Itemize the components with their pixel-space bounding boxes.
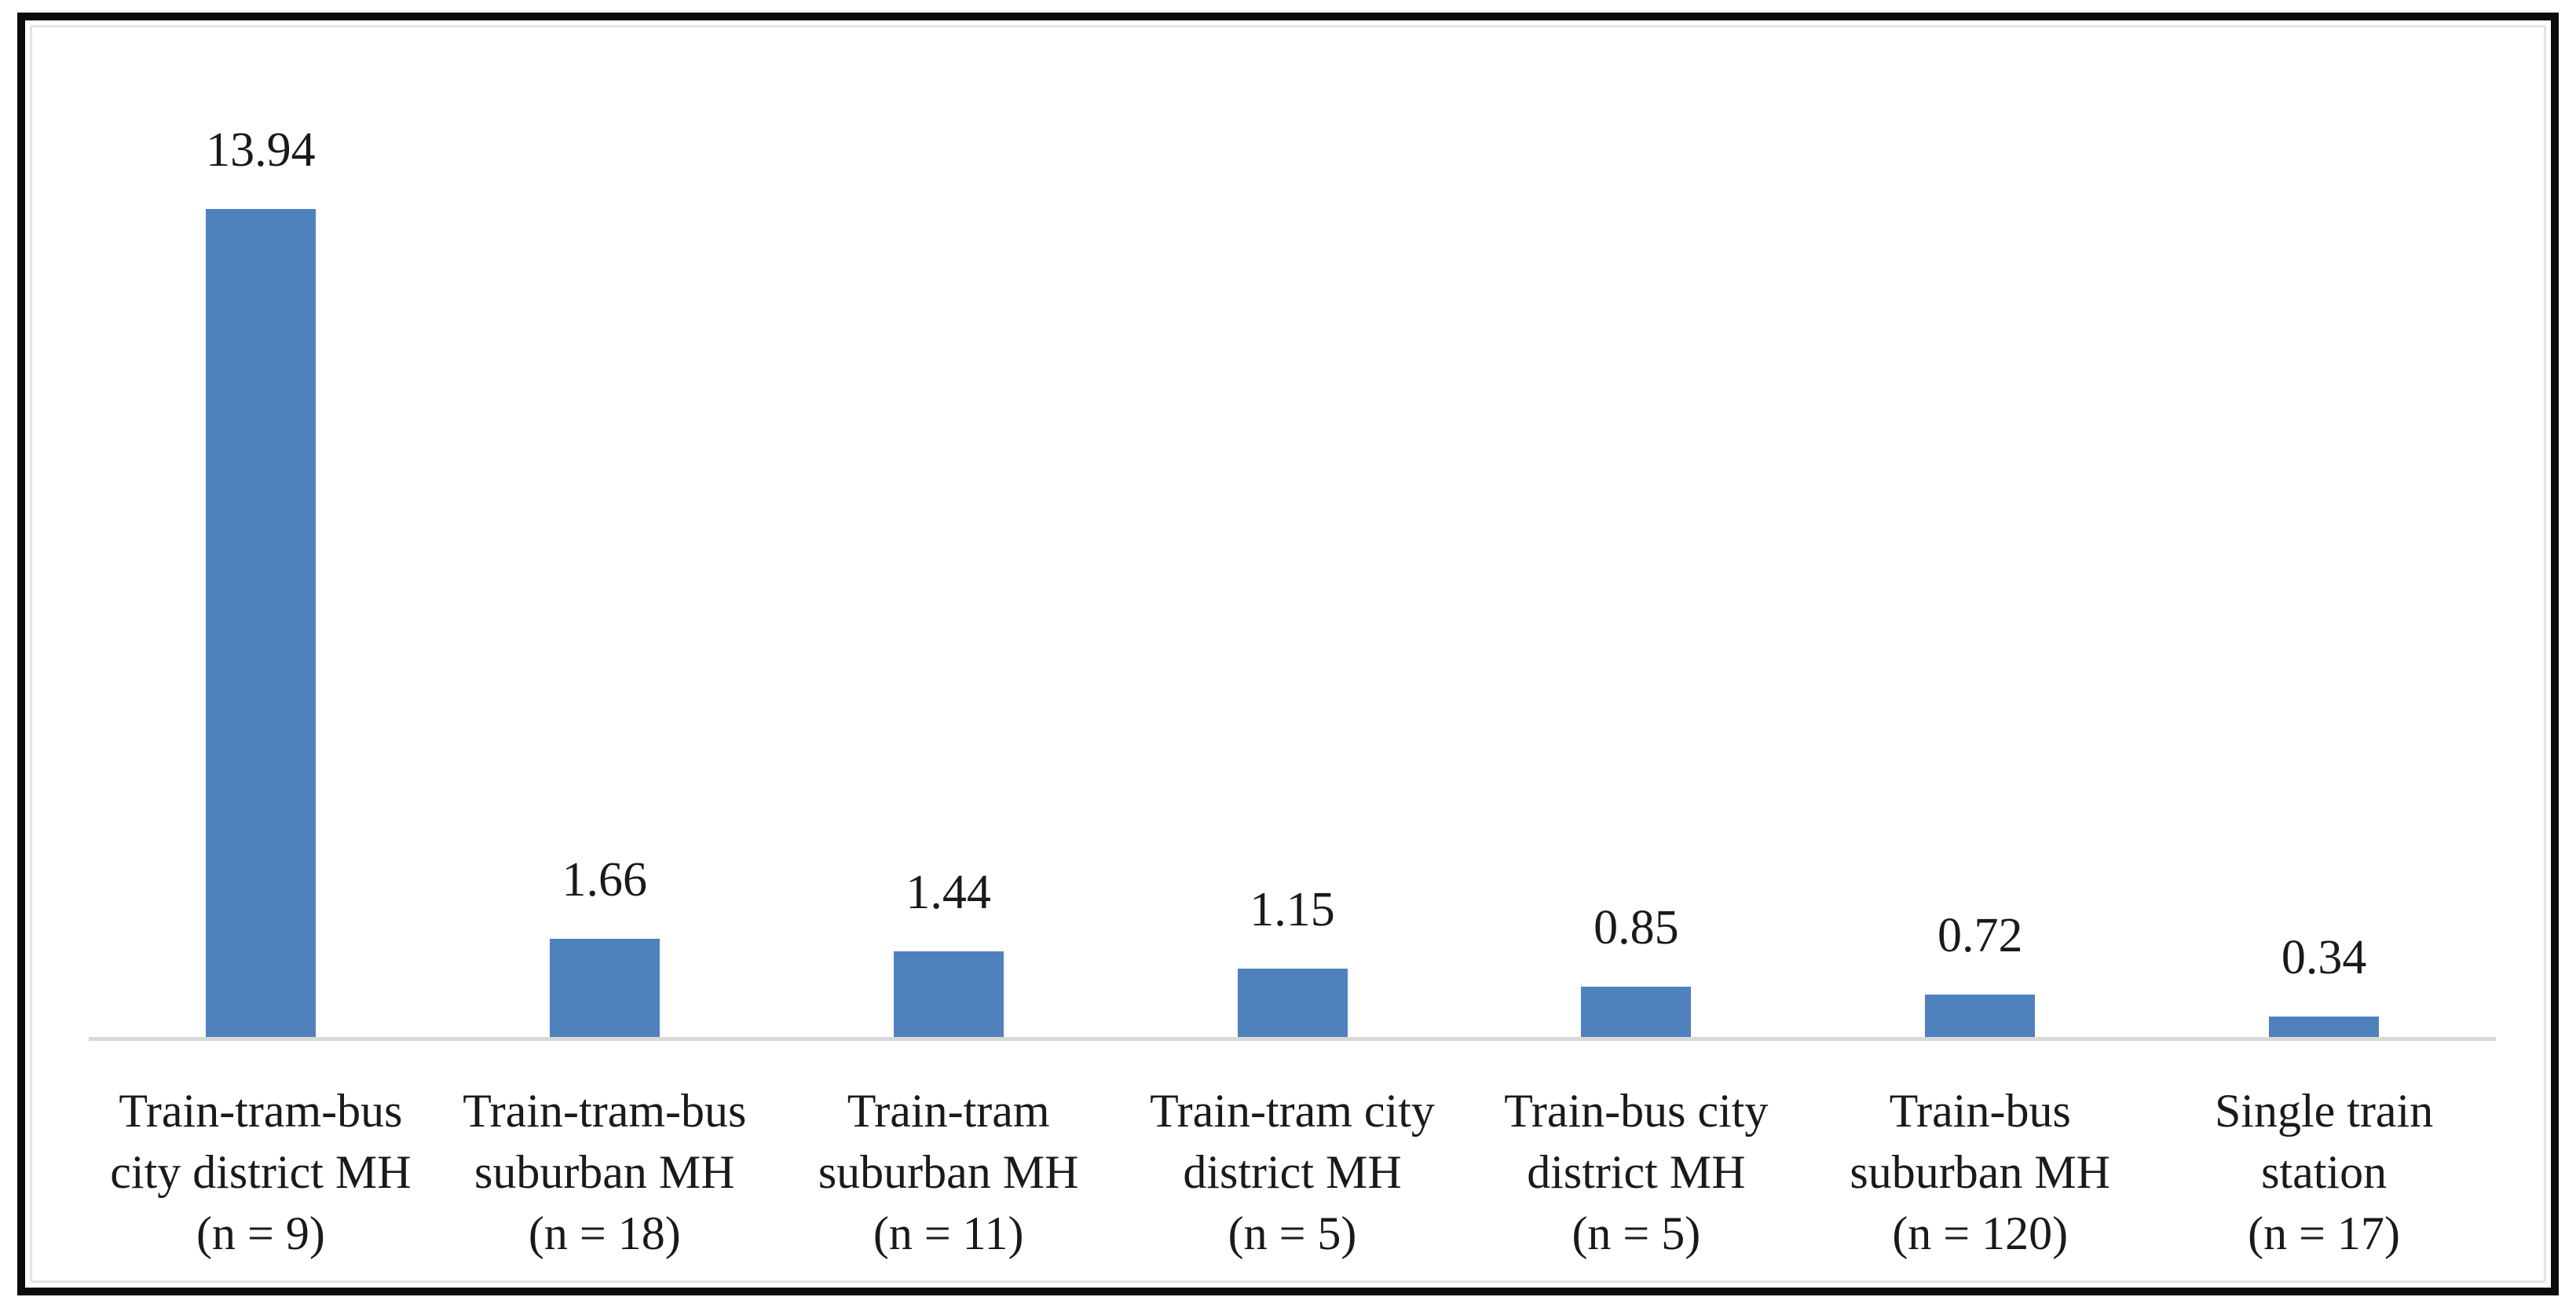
plot-area: 13.94 1.66 1.44 1.15 0.85 0.72 0.34	[89, 27, 2496, 1037]
bar-column: 1.44	[777, 27, 1121, 1037]
bar-column: 1.66	[433, 27, 777, 1037]
category-label: Train-tram-bus city district MH (n = 9)	[110, 1085, 412, 1259]
bar-column: 0.72	[1808, 27, 2152, 1037]
category-label: Train-tram-bus suburban MH (n = 18)	[463, 1085, 747, 1259]
bar	[205, 209, 316, 1037]
bar	[2269, 1017, 2380, 1037]
category-label: Single train station (n = 17)	[2214, 1085, 2434, 1259]
category-label: Train-tram city district MH (n = 5)	[1150, 1085, 1435, 1259]
bar	[549, 939, 660, 1037]
bar-column: 0.85	[1464, 27, 1808, 1037]
bar-value-label: 0.72	[1937, 909, 2023, 962]
bar-value-label: 1.66	[562, 853, 648, 907]
bar-column: 0.34	[2152, 27, 2496, 1037]
bar	[1237, 969, 1348, 1037]
category-label: Train-tram suburban MH (n = 11)	[818, 1085, 1079, 1259]
chart-area: 13.94 1.66 1.44 1.15 0.85 0.72 0.34 Train-tram…	[30, 25, 2546, 1283]
x-axis-line	[89, 1037, 2496, 1041]
bar-value-label: 0.85	[1594, 901, 1679, 954]
category-labels-row: Train-tram-bus city district MH (n = 9) T…	[89, 1080, 2496, 1264]
figure-border: 13.94 1.66 1.44 1.15 0.85 0.72 0.34 Train-tram…	[17, 13, 2559, 1295]
bar-value-label: 1.15	[1250, 883, 1335, 936]
bar	[1925, 995, 2036, 1037]
bar-value-label: 1.44	[906, 866, 991, 919]
bar	[1581, 987, 1692, 1037]
bar	[893, 951, 1004, 1037]
bar-column: 1.15	[1121, 27, 1465, 1037]
bar-column: 13.94	[89, 27, 433, 1037]
bar-value-label: 0.34	[2281, 931, 2367, 984]
category-label: Train-bus suburban MH (n = 120)	[1850, 1085, 2111, 1259]
category-label: Train-bus city district MH (n = 5)	[1504, 1085, 1769, 1259]
bar-value-label: 13.94	[206, 123, 316, 177]
